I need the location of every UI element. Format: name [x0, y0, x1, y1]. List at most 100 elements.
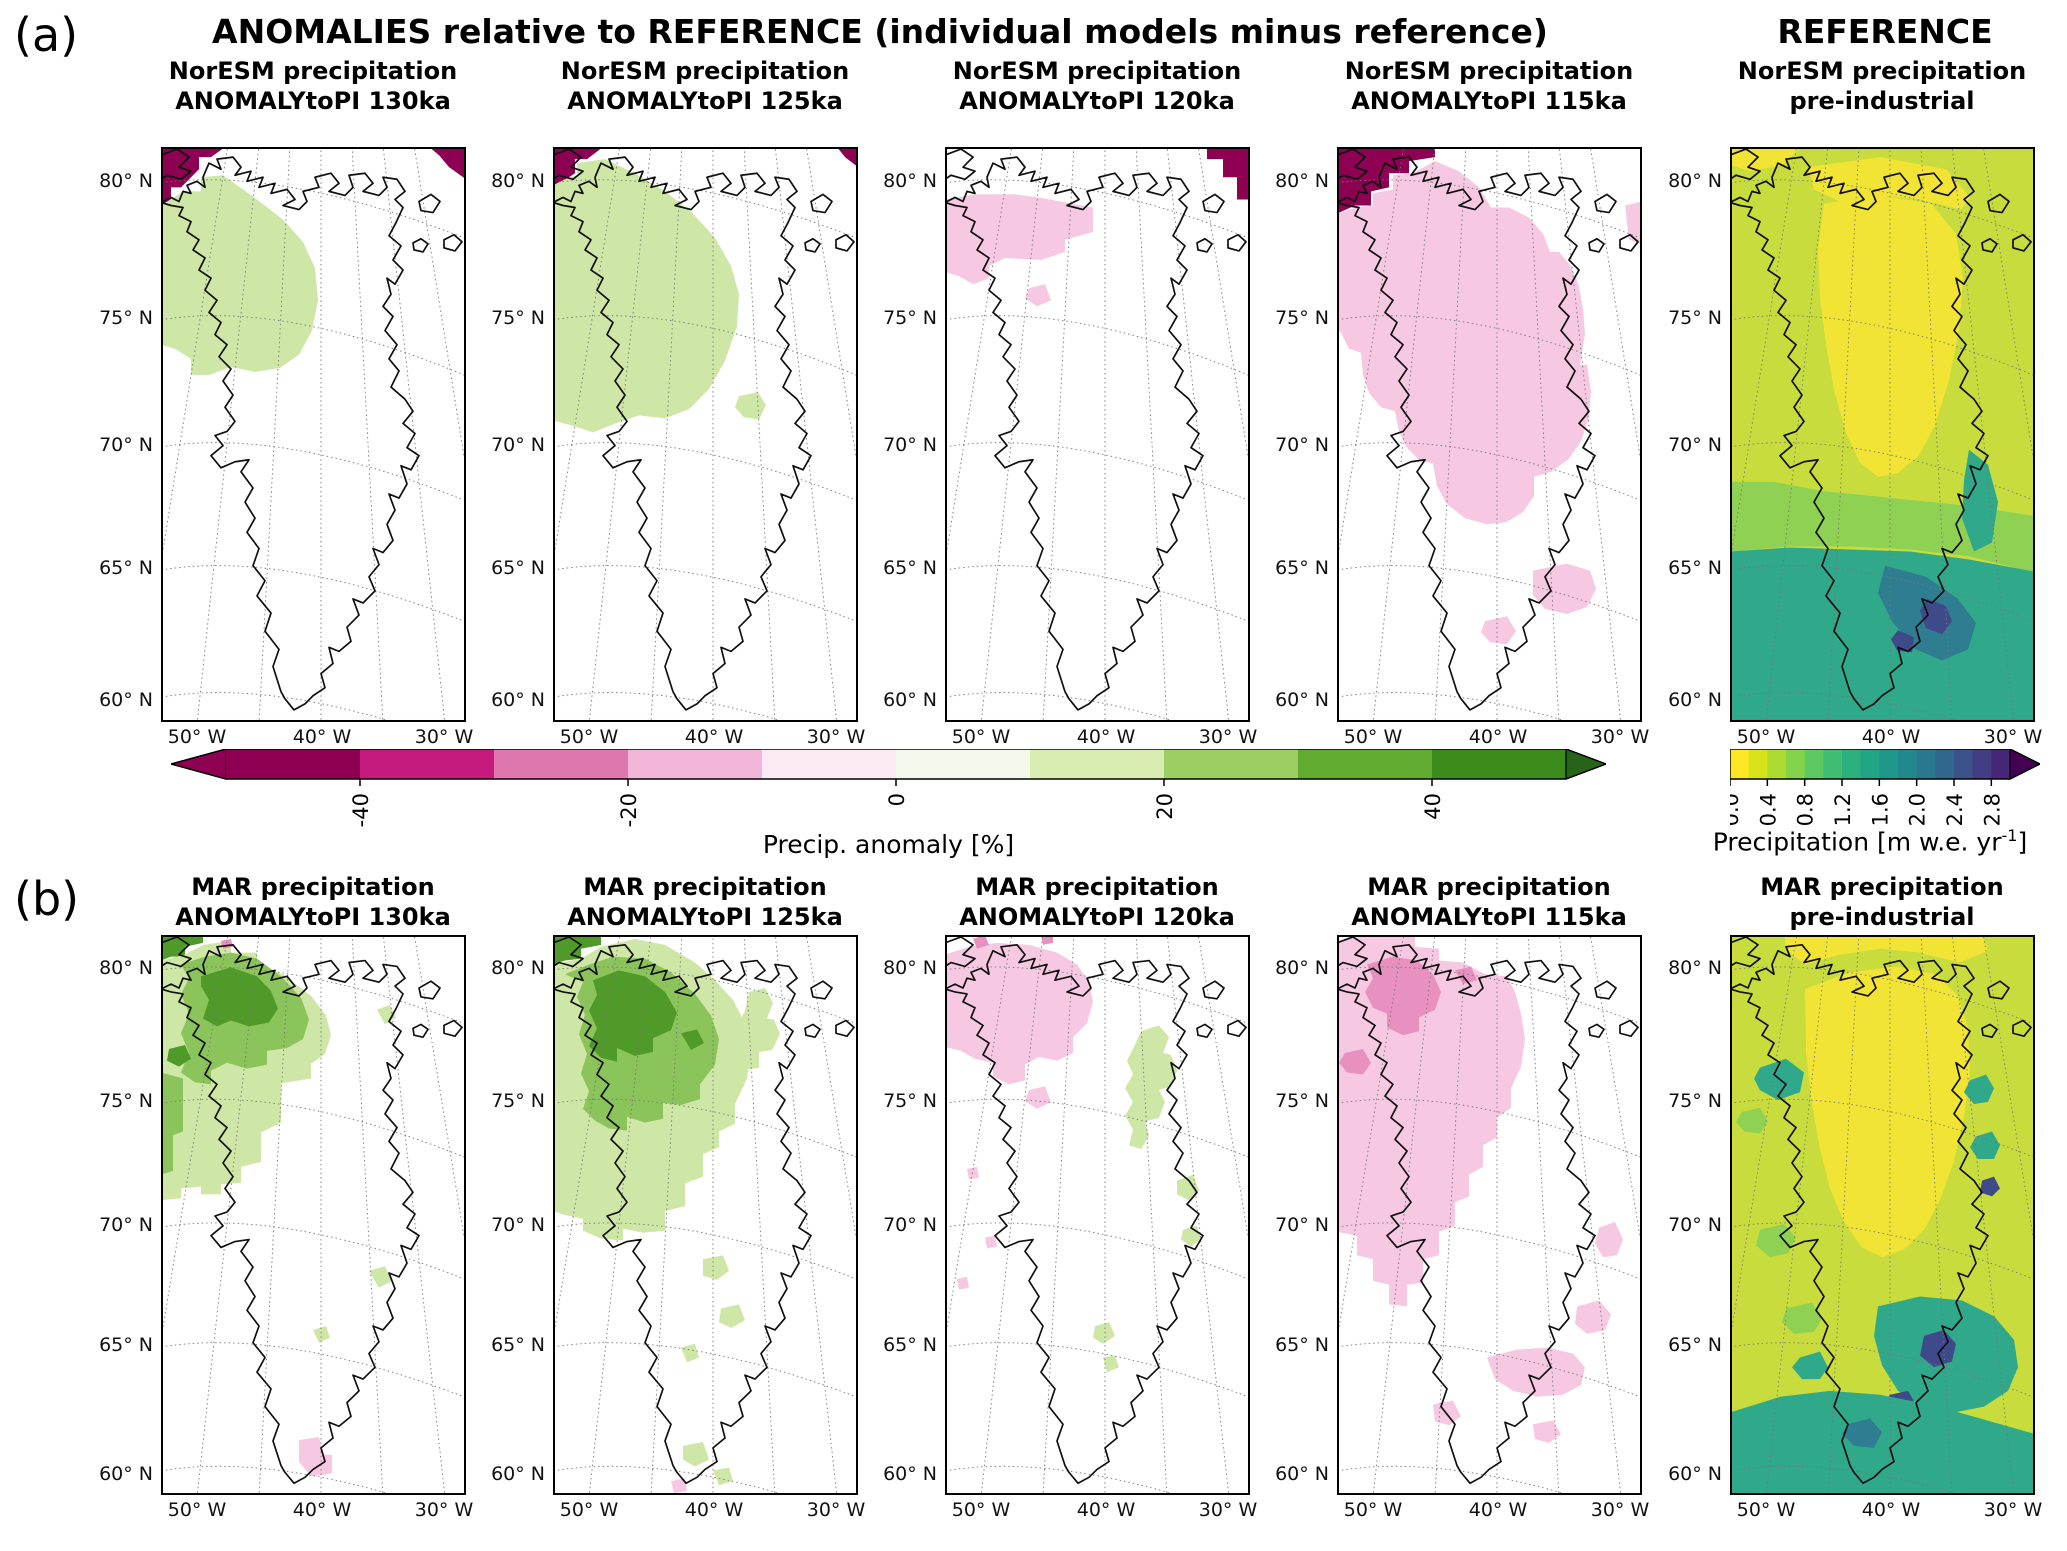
anomaly-patch [719, 1304, 745, 1328]
map-title-line2: pre-industrial [1789, 87, 1975, 115]
map-panel-b-anomalytopi-115ka [1337, 935, 1642, 1495]
lat-tick-label: 75° N [1668, 307, 1722, 329]
anomaly-patch [553, 147, 603, 186]
colorbar-tick-label: 20 [1153, 793, 1177, 820]
map-panel-b-anomalytopi-120ka [945, 935, 1250, 1495]
map-svg-a-pre-industrial [1730, 147, 2035, 722]
colorbar-tick-label: 0.0 [1730, 793, 1743, 826]
lat-tick-label: 75° N [491, 1090, 545, 1112]
anomaly-patch [1730, 547, 2035, 722]
anomaly-patch [377, 1004, 396, 1025]
map-title-line1: NorESM precipitation [1737, 57, 2027, 85]
lat-tick-label: 65° N [883, 557, 937, 579]
map-title-line2: ANOMALYtoPI 125ka [567, 903, 843, 931]
map-title-b-pre-industrial: MAR precipitation pre-industrial [1702, 872, 2062, 932]
lon-tick-label: 40° W [1076, 726, 1136, 748]
anomaly-patch [1805, 966, 1970, 1258]
map-svg-b-anomalytopi-120ka [945, 935, 1250, 1495]
lat-tick-label: 80° N [1275, 957, 1329, 979]
anomaly-patch [703, 1255, 729, 1280]
map-panel-b-pre-industrial [1730, 935, 2035, 1495]
colorbar-tick-label: 2.4 [1943, 793, 1967, 826]
map-panel-a-pre-industrial [1730, 147, 2035, 722]
lat-tick-label: 70° N [883, 1214, 937, 1236]
panel-b-label: (b) [14, 872, 80, 926]
lat-tick-label: 60° N [99, 1463, 153, 1485]
map-title-a-anomalytopi-130ka: NorESM precipitation ANOMALYtoPI 130ka [133, 56, 493, 116]
lon-tick-label: 50° W [1343, 1499, 1403, 1521]
colorbar-tick-label: 40 [1421, 793, 1445, 820]
lat-tick-label: 70° N [99, 434, 153, 456]
map-title-b-anomalytopi-120ka: MAR precipitation ANOMALYtoPI 120ka [917, 872, 1277, 932]
map-title-line1: MAR precipitation [1760, 873, 2004, 901]
lat-tick-label: 80° N [99, 170, 153, 192]
colorbar-tick-label: 2.8 [1980, 793, 2004, 826]
anomaly-patch [1964, 1074, 1994, 1104]
colorbar-tick-label: -20 [617, 793, 641, 827]
lon-tick-label: 50° W [559, 726, 619, 748]
lon-tick-label: 30° W [1198, 726, 1258, 748]
map-title-a-anomalytopi-120ka: NorESM precipitation ANOMALYtoPI 120ka [917, 56, 1277, 116]
lat-tick-label: 75° N [99, 307, 153, 329]
anomaly-patch [1782, 1302, 1822, 1334]
anomaly-patch [1533, 563, 1596, 615]
anomaly-patch [1736, 1107, 1768, 1134]
anomaly-patch [1756, 1223, 1796, 1258]
anomaly-patch [1365, 956, 1441, 1036]
lon-tick-label: 30° W [806, 1499, 866, 1521]
anomaly-patch [1891, 630, 1914, 653]
reference-header: REFERENCE [1777, 12, 1993, 51]
lat-tick-label: 75° N [883, 307, 937, 329]
anomaly-patch [1792, 1351, 1828, 1380]
anomaly-patch [1025, 1086, 1051, 1109]
anomaly-patch [1177, 1174, 1199, 1201]
anomaly-patch [589, 970, 677, 1062]
lat-tick-label: 70° N [491, 434, 545, 456]
reference-colorbar: 0.0 0.4 0.8 1.2 1.6 2.0 2.4 2.8 [1730, 749, 2040, 845]
anomaly-patch [1730, 481, 2035, 573]
lat-tick-label: 70° N [1668, 434, 1722, 456]
lat-tick-label: 80° N [99, 957, 153, 979]
anomaly-patch [671, 1478, 687, 1494]
lat-tick-label: 75° N [1668, 1090, 1722, 1112]
anomaly-patch [1808, 157, 1970, 210]
anomaly-patch [1970, 1131, 2000, 1159]
lat-tick-label: 70° N [491, 1214, 545, 1236]
lat-tick-label: 60° N [99, 689, 153, 711]
lat-tick-label: 60° N [883, 1463, 937, 1485]
colorbar-tick-label: 0.4 [1756, 793, 1780, 826]
anomaly-patch [957, 1276, 969, 1290]
map-panel-b-anomalytopi-130ka [161, 935, 466, 1495]
lat-tick-label: 65° N [1275, 557, 1329, 579]
lat-tick-label: 70° N [1275, 434, 1329, 456]
lat-tick-label: 60° N [883, 689, 937, 711]
anomaly-patch [1842, 1418, 1882, 1448]
anomaly-patch [1481, 616, 1516, 645]
map-title-line1: NorESM precipitation [168, 57, 458, 85]
anomaly-patch [1487, 1347, 1585, 1397]
map-svg-b-anomalytopi-130ka [161, 935, 466, 1495]
lat-tick-label: 65° N [99, 557, 153, 579]
map-title-b-anomalytopi-130ka: MAR precipitation ANOMALYtoPI 130ka [133, 872, 493, 932]
lat-tick-label: 80° N [1668, 957, 1722, 979]
map-title-line1: MAR precipitation [191, 873, 435, 901]
lon-tick-label: 30° W [414, 726, 474, 748]
map-title-line1: NorESM precipitation [1344, 57, 1634, 85]
anomaly-patch [161, 147, 225, 206]
lat-tick-label: 60° N [1275, 689, 1329, 711]
map-title-line2: ANOMALYtoPI 120ka [959, 903, 1235, 931]
colorbar-tick-label: 2.0 [1906, 793, 1930, 826]
lon-tick-label: 40° W [1076, 1499, 1136, 1521]
lon-tick-label: 40° W [684, 1499, 744, 1521]
lon-tick-label: 40° W [292, 1499, 352, 1521]
lat-tick-label: 65° N [491, 557, 545, 579]
anomaly-patch [1337, 147, 1435, 214]
lat-tick-label: 65° N [883, 1334, 937, 1356]
anomaly-patch [1730, 1390, 2035, 1495]
anomaly-patch [1125, 1025, 1177, 1150]
lon-tick-label: 50° W [167, 726, 227, 748]
panel-a-label: (a) [14, 8, 79, 62]
map-title-a-anomalytopi-125ka: NorESM precipitation ANOMALYtoPI 125ka [525, 56, 885, 116]
map-svg-a-anomalytopi-115ka [1337, 147, 1642, 722]
lat-tick-label: 70° N [1275, 1214, 1329, 1236]
